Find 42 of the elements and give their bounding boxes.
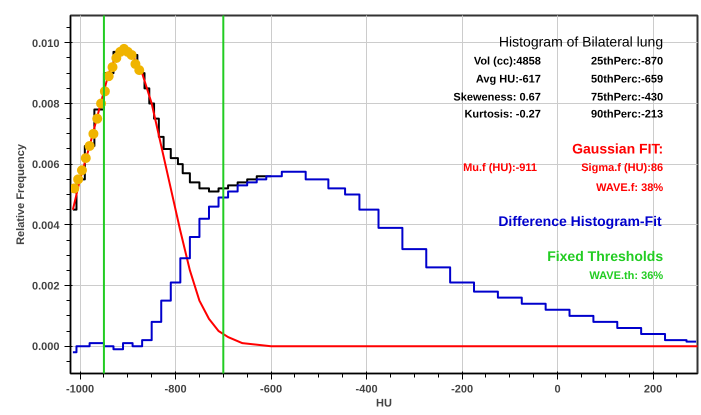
text: Histogram of Bilateral lung [498, 33, 664, 50]
point [76, 165, 87, 176]
x-tick-label: -200 [451, 384, 474, 396]
annotation: 25thPerc:-870 [590, 55, 664, 68]
annotation: Avg HU:-617 [476, 74, 541, 86]
y-axis-title: Relative Frequency [14, 143, 27, 245]
point [92, 114, 102, 124]
text: Gaussian FIT: [572, 140, 664, 157]
x-tick-label: -400 [356, 384, 378, 396]
annotation: Sigma.f (HU):86 [581, 162, 664, 174]
x-axis-title: HU [376, 398, 392, 410]
point [84, 140, 95, 151]
point [104, 71, 114, 82]
annotation: WAVE.th: 36% [589, 270, 664, 282]
annotation: Vol (cc):4858 [474, 55, 541, 68]
x-tick-label: -600 [260, 384, 282, 396]
y-tick-label: 0.004 [32, 220, 60, 232]
y-tick-label: 0.002 [32, 280, 60, 293]
y-tick-label: 0.006 [32, 159, 60, 172]
point [134, 65, 144, 76]
y-tick-label: 0.008 [32, 98, 60, 110]
annotation: Kurtosis: -0.27 [464, 108, 541, 120]
x-tick-label: 0 [554, 384, 561, 396]
point [126, 50, 137, 60]
point [73, 174, 84, 184]
annotation: Mu.f (HU):-911 [463, 162, 538, 174]
annotation: 50thPerc:-659 [590, 74, 664, 86]
point [88, 128, 98, 139]
annotation: Skeweness: 0.67 [453, 91, 541, 104]
point [80, 153, 91, 164]
x-tick-label: 200 [644, 384, 662, 396]
ref-line-label: Fixed Thresholds [547, 248, 664, 264]
annotation: 75thPerc:-430 [590, 91, 664, 104]
x-tick-label: -1000 [66, 384, 94, 396]
annotation: 90thPerc:-213 [590, 108, 664, 120]
point [70, 183, 80, 194]
annotation: WAVE.f: 38% [596, 182, 664, 194]
point [108, 62, 118, 72]
text: Difference Histogram-Fit [498, 212, 662, 229]
x-tick-label: -800 [164, 384, 187, 396]
y-tick-label: 0.010 [32, 38, 60, 50]
y-tick-label: 0.000 [32, 341, 60, 354]
